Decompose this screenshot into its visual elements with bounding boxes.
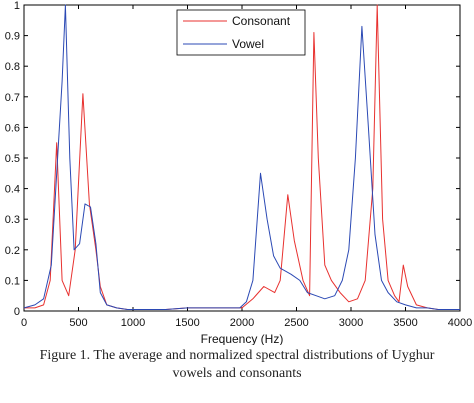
- y-tick-label: 0.3: [5, 214, 20, 226]
- x-tick-label: 500: [69, 317, 87, 329]
- y-tick-label: 0.4: [5, 184, 20, 196]
- x-tick-label: 2500: [284, 317, 308, 329]
- y-tick-label: 0.9: [5, 31, 20, 43]
- y-tick-label: 0.2: [5, 245, 20, 257]
- x-tick-label: 1500: [175, 317, 199, 329]
- legend-label-consonant: Consonant: [232, 14, 291, 28]
- x-tick-label: 4000: [448, 317, 472, 329]
- series-lines: [23, 4, 460, 310]
- figure-caption: Figure 1. The average and normalized spe…: [0, 347, 474, 383]
- spectral-chart: 0 500 1000 1500 2000 2500 3000 3500 4000 0 0.1 0.2 0…: [5, 0, 473, 345]
- y-tick-label: 0: [14, 306, 20, 318]
- x-axis-label: Frequency (Hz): [201, 332, 284, 345]
- series-line-vowel: [23, 4, 460, 310]
- y-tick-label: 0.5: [5, 153, 20, 165]
- caption-line-2: vowels and consonants: [172, 366, 302, 381]
- x-tick-label: 1000: [121, 317, 145, 329]
- y-tick-label: 0.6: [5, 122, 20, 134]
- tick-labels: 0 500 1000 1500 2000 2500 3000 3500 4000 0 0.1 0.2 0…: [5, 0, 473, 329]
- y-tick-label: 0.1: [5, 275, 20, 287]
- y-tick-label: 0.7: [5, 92, 20, 104]
- legend-label-vowel: Vowel: [232, 37, 264, 51]
- caption-line-1: Figure 1. The average and normalized spe…: [39, 348, 435, 363]
- y-tick-label: 1: [14, 0, 20, 12]
- x-tick-label: 2000: [230, 317, 254, 329]
- legend-box: [176, 9, 306, 56]
- x-tick-label: 3500: [393, 317, 417, 329]
- x-tick-label: 0: [21, 317, 27, 329]
- legend: Consonant Vowel: [176, 9, 306, 56]
- x-tick-label: 3000: [339, 317, 363, 329]
- y-tick-label: 0.8: [5, 61, 20, 73]
- series-line-consonant: [24, 4, 460, 310]
